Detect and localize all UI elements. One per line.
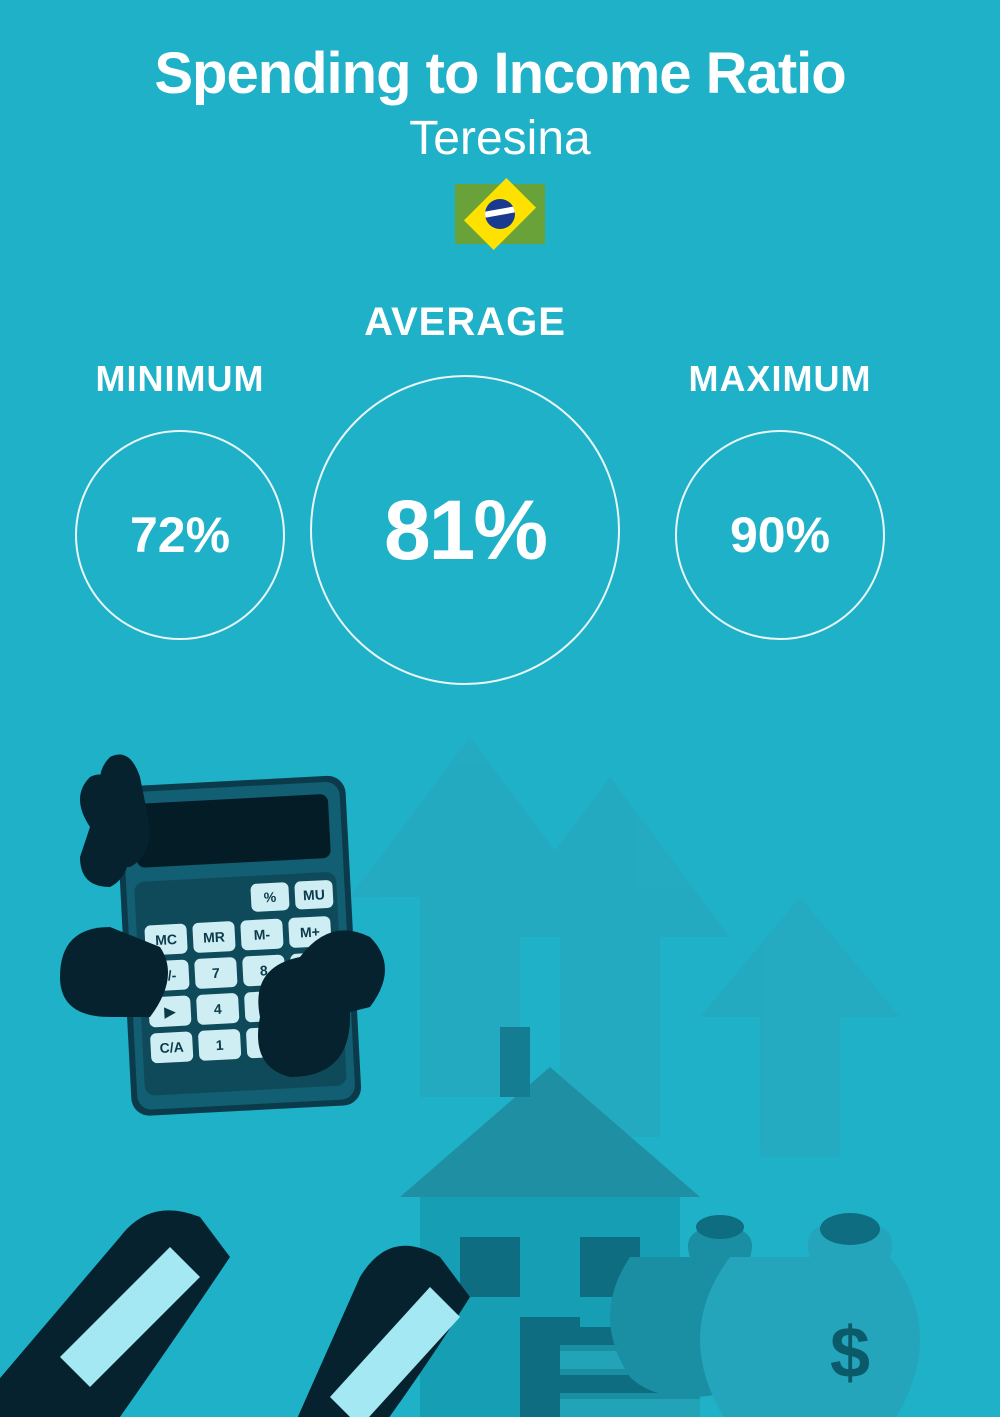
stat-minimum-ring: 72%: [75, 430, 285, 640]
money-bag-small-icon: $: [610, 1215, 770, 1397]
stat-minimum: MINIMUM 72%: [40, 358, 320, 640]
header: Spending to Income Ratio Teresina: [0, 40, 1000, 244]
hands-calculator-icon: % MU MC MR M- M+ +/- 7: [0, 755, 470, 1417]
svg-text:C/A: C/A: [159, 1039, 184, 1056]
svg-text:▶: ▶: [163, 1003, 177, 1020]
money-bag-large-icon: $: [700, 1213, 920, 1417]
svg-text:$: $: [830, 1313, 870, 1393]
stat-maximum-ring: 90%: [675, 430, 885, 640]
svg-text:3: 3: [311, 1032, 320, 1048]
svg-text:M+: M+: [300, 923, 321, 940]
stat-average-label: AVERAGE: [310, 300, 620, 345]
stat-maximum: MAXIMUM 90%: [640, 358, 920, 640]
svg-text:$: $: [707, 1315, 734, 1368]
svg-text:MR: MR: [203, 928, 226, 945]
stat-maximum-label: MAXIMUM: [640, 358, 920, 400]
svg-text:+/-: +/-: [159, 967, 177, 984]
svg-text:6: 6: [309, 996, 318, 1012]
stat-maximum-value: 90%: [730, 506, 830, 564]
svg-text:2: 2: [263, 1034, 272, 1050]
finance-illustration: $ $: [0, 717, 1000, 1417]
svg-text:5: 5: [261, 998, 270, 1014]
svg-text:MC: MC: [155, 931, 178, 948]
stat-average-value: 81%: [384, 482, 546, 579]
stat-minimum-label: MINIMUM: [40, 358, 320, 400]
stat-average: AVERAGE 81%: [310, 300, 620, 685]
infographic-canvas: Spending to Income Ratio Teresina MINIMU…: [0, 0, 1000, 1417]
page-subtitle: Teresina: [0, 111, 1000, 166]
page-title: Spending to Income Ratio: [0, 40, 1000, 107]
svg-text:MU: MU: [303, 886, 326, 903]
svg-text:8: 8: [259, 962, 268, 978]
svg-text:M-: M-: [253, 926, 270, 943]
svg-text:7: 7: [212, 965, 221, 981]
svg-text:1: 1: [215, 1037, 224, 1053]
cash-stacks-icon: [560, 1327, 700, 1417]
brazil-flag-icon: [455, 184, 545, 244]
svg-text:%: %: [263, 889, 277, 906]
svg-text:9: 9: [307, 960, 316, 976]
stat-average-ring: 81%: [310, 375, 620, 685]
svg-text:4: 4: [213, 1001, 222, 1017]
stats-row: MINIMUM 72% AVERAGE 81% MAXIMUM 90%: [0, 300, 1000, 700]
stat-minimum-value: 72%: [130, 506, 230, 564]
